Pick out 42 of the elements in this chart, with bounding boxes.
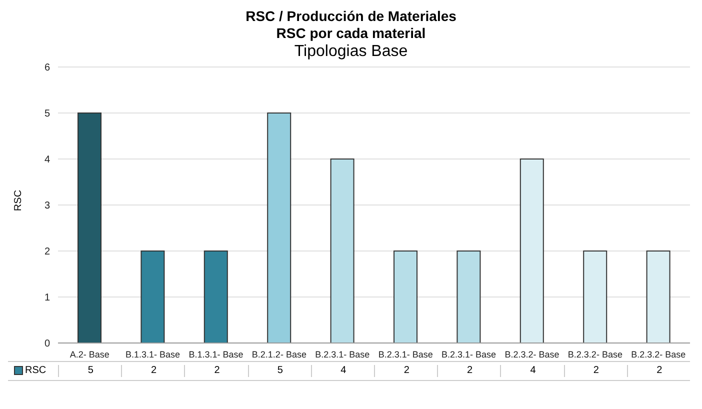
bar bbox=[204, 250, 228, 343]
data-label: 5 bbox=[248, 364, 312, 377]
chart-title: RSC / Producción de Materiales bbox=[244, 8, 458, 25]
y-tick-label: 5 bbox=[44, 108, 50, 120]
y-tick-label: 6 bbox=[44, 62, 50, 74]
y-tick-label: 3 bbox=[44, 200, 50, 212]
x-tick-label: B.2.3.1- Base bbox=[442, 349, 496, 360]
data-label: 2 bbox=[121, 364, 186, 377]
bar bbox=[394, 250, 418, 343]
x-tick-label: B.2.3.1- Base bbox=[378, 349, 433, 360]
x-tick-label: B.2.3.2- Base bbox=[504, 349, 560, 360]
x-tick-label: B.2.3.2- Base bbox=[568, 349, 622, 360]
data-label: 4 bbox=[500, 364, 565, 377]
data-label: 2 bbox=[437, 364, 502, 377]
bar bbox=[646, 250, 670, 343]
data-label: 2 bbox=[184, 364, 249, 377]
y-tick-label: 4 bbox=[44, 154, 50, 166]
y-tick-label: 0 bbox=[44, 338, 50, 350]
y-tick-label: 1 bbox=[44, 292, 50, 304]
data-label: 2 bbox=[626, 364, 691, 377]
bar bbox=[456, 250, 481, 343]
x-tick-label: B.1.3.1- Base bbox=[188, 349, 244, 360]
data-label: 5 bbox=[58, 364, 122, 377]
bar bbox=[330, 158, 354, 343]
y-tick-label: 2 bbox=[44, 246, 50, 258]
bar bbox=[78, 112, 102, 343]
bar bbox=[583, 250, 608, 343]
bar bbox=[140, 250, 165, 343]
y-axis-title: RSC bbox=[14, 190, 24, 212]
chart-subtitle: RSC por cada material bbox=[275, 24, 427, 42]
text: Tipologias Base bbox=[293, 42, 409, 61]
x-tick-label: B.2.3.2- Base bbox=[631, 349, 686, 360]
data-label: 2 bbox=[564, 364, 628, 377]
x-tick-label: A.2- Base bbox=[70, 349, 110, 360]
data-label: 2 bbox=[374, 364, 438, 377]
x-tick-label: B.2.1.2- Base bbox=[252, 349, 306, 360]
bar bbox=[267, 112, 292, 343]
legend-label: RSC bbox=[25, 364, 46, 376]
x-tick-label: B.1.3.1- Base bbox=[126, 349, 180, 360]
bar bbox=[520, 158, 544, 343]
data-label: 4 bbox=[310, 364, 375, 377]
x-tick-label: B.2.3.1- Base bbox=[315, 349, 370, 360]
